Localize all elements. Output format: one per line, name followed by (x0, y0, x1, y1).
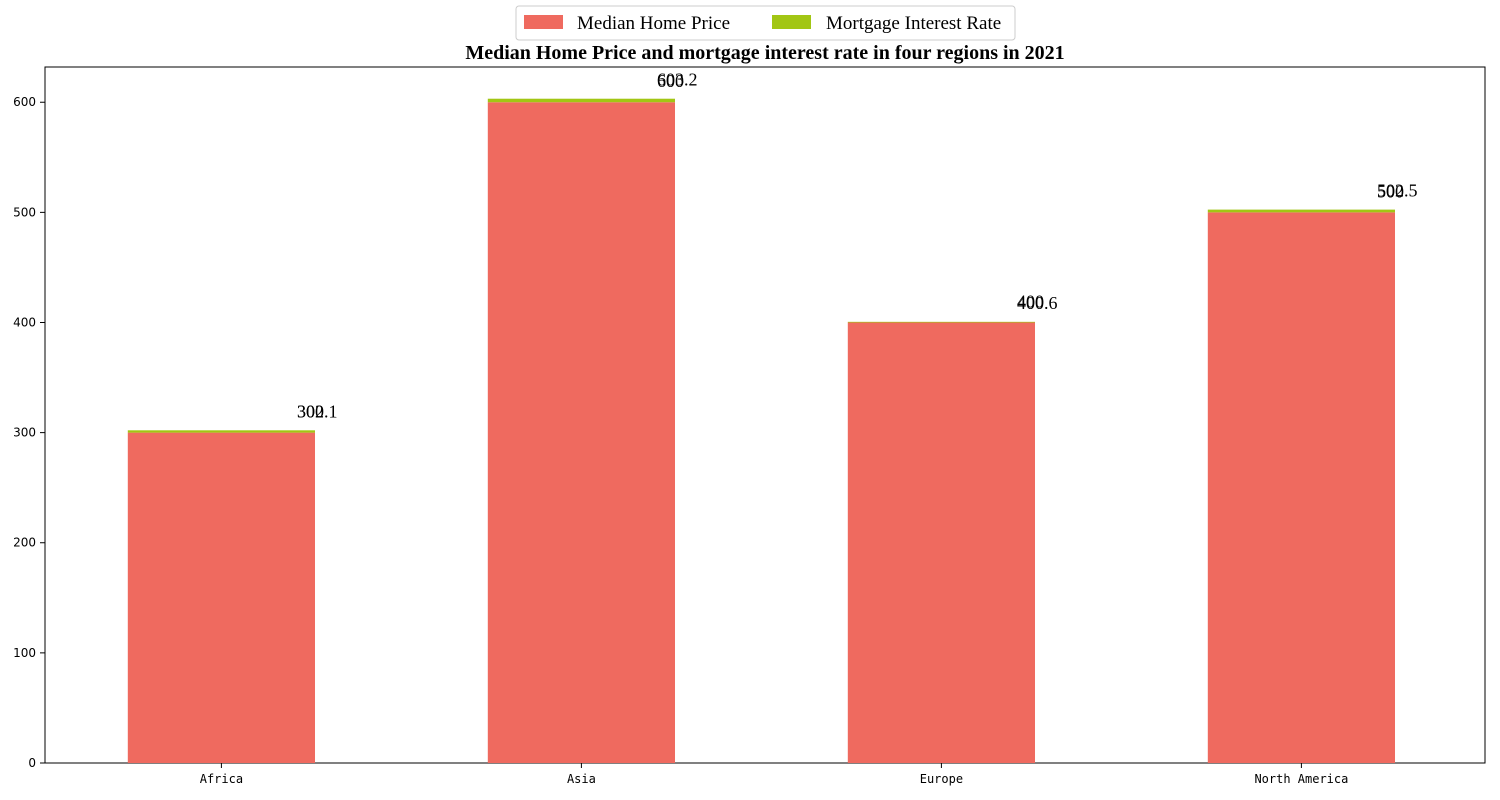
bar-mortgage-interest-rate-africa (127, 430, 315, 433)
data-label-total-europe: 400.6 (1017, 293, 1058, 313)
bar-mortgage-interest-rate-north-america (1207, 209, 1395, 213)
data-label-total-africa: 302.1 (297, 401, 338, 421)
bar-mortgage-interest-rate-europe (847, 321, 1035, 323)
bar-median-home-price-africa (127, 432, 315, 763)
chart-title: Median Home Price and mortgage interest … (465, 42, 1064, 64)
legend: Median Home Price Mortgage Interest Rate (515, 5, 1016, 41)
data-label-base-africa: 300 (297, 402, 324, 422)
data-label-base-north-america: 500 (1377, 181, 1404, 201)
data-label-total-asia: 603.2 (657, 70, 698, 90)
bars (127, 98, 1395, 764)
x-tick-label-asia: Asia (567, 772, 596, 786)
y-tick-label-400: 400 (13, 315, 36, 329)
bar-median-home-price-europe (847, 322, 1035, 763)
y-tick-label-0: 0 (28, 756, 36, 770)
y-tick-label-200: 200 (13, 536, 36, 550)
y-tick-label-600: 600 (13, 95, 36, 109)
data-label-base-europe: 400 (1017, 291, 1044, 311)
y-axis: 0 100 200 300 400 500 600 (13, 95, 45, 770)
y-tick-label-100: 100 (13, 646, 36, 660)
legend-frame (515, 5, 1016, 41)
x-tick-label-north-america: North America (1254, 772, 1348, 786)
legend-swatch-mortgage-interest-rate (772, 15, 811, 29)
y-tick-label-500: 500 (13, 205, 36, 219)
y-tick-label-300: 300 (13, 426, 36, 440)
bar-median-home-price-asia (487, 102, 675, 764)
x-tick-label-europe: Europe (920, 772, 963, 786)
legend-label-mortgage-interest-rate: Mortgage Interest Rate (826, 13, 1001, 34)
data-label-total-north-america: 502.5 (1377, 181, 1418, 201)
x-tick-label-africa: Africa (200, 772, 243, 786)
x-axis: Africa Asia Europe North America (200, 763, 1348, 786)
legend-label-median-home-price: Median Home Price (577, 13, 730, 34)
bar-median-home-price-north-america (1207, 212, 1395, 764)
plot-area (44, 66, 1486, 764)
legend-swatch-median-home-price (524, 15, 563, 29)
bar-mortgage-interest-rate-asia (487, 98, 675, 103)
data-label-base-asia: 600 (657, 71, 684, 91)
